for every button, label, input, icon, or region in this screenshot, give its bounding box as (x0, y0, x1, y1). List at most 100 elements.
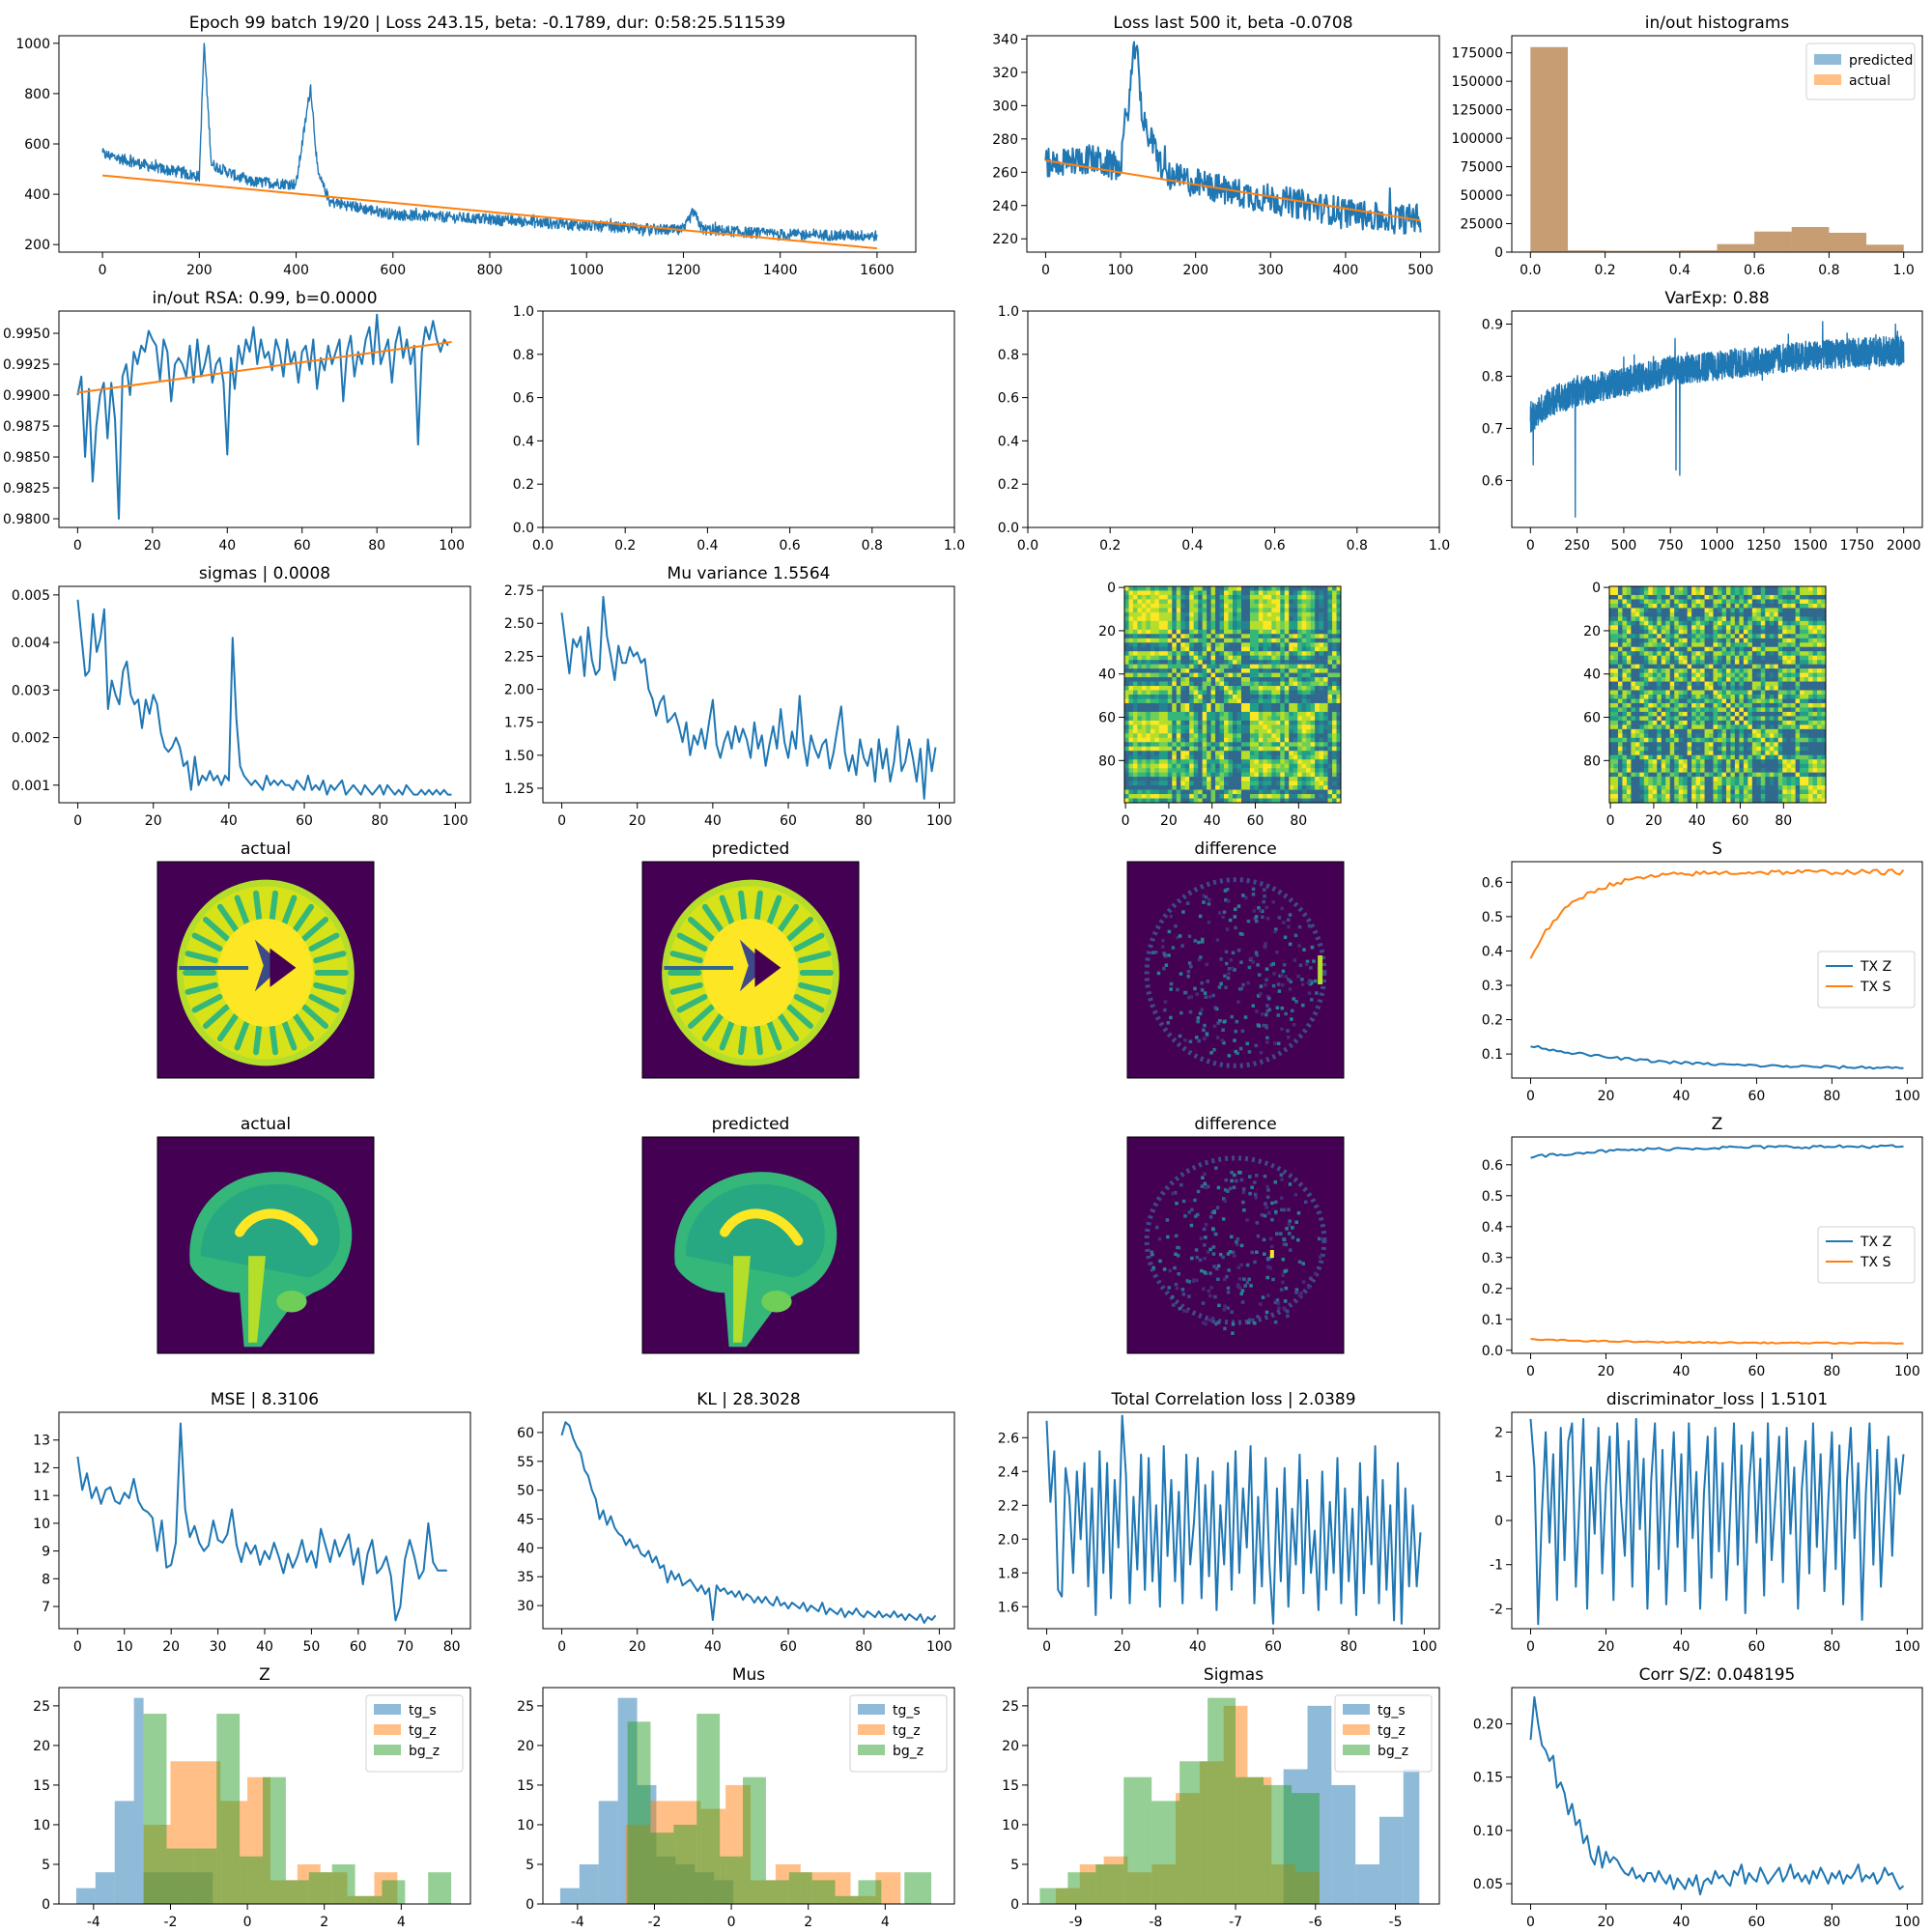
heatmap-cell (1760, 707, 1766, 713)
heatmap-cell (1769, 672, 1775, 678)
heatmap-cell (1765, 711, 1771, 717)
heatmap-cell (1617, 642, 1623, 648)
heatmap-cell (1202, 620, 1208, 626)
heatmap-cell (1634, 751, 1640, 756)
heatmap-cell (1643, 642, 1649, 648)
heatmap-cell (1266, 616, 1272, 622)
heatmap-cell (1198, 590, 1203, 596)
heatmap-cell (1804, 651, 1809, 656)
heatmap-cell (1146, 634, 1151, 639)
heatmap-cell (1167, 742, 1173, 748)
heatmap-cell (1648, 742, 1654, 748)
heatmap-cell (1124, 634, 1129, 639)
heatmap-cell (1137, 616, 1143, 622)
heatmap-cell (1280, 711, 1286, 717)
heatmap-cell (1228, 742, 1234, 748)
heatmap-cell (1669, 594, 1675, 600)
heatmap-cell (1617, 634, 1623, 639)
heatmap-cell (1639, 677, 1645, 682)
heatmap-cell (1128, 733, 1134, 739)
heatmap-cell (1687, 728, 1692, 734)
heatmap-cell (1193, 634, 1199, 639)
heatmap-cell (1765, 611, 1771, 617)
heatmap-cell (1709, 629, 1714, 635)
heatmap-cell (1817, 651, 1822, 656)
heatmap-cell (1665, 603, 1671, 609)
heatmap-cell (1704, 737, 1710, 743)
heatmap-cell (1167, 763, 1173, 769)
heatmap-cell (1310, 590, 1316, 596)
heatmap-cell (1158, 733, 1164, 739)
heatmap-cell (1327, 599, 1333, 605)
heatmap-cell (1245, 599, 1251, 605)
heatmap-cell (1154, 716, 1160, 722)
heatmap-cell (1765, 742, 1771, 748)
x-tick-label: 1000 (1700, 538, 1735, 554)
heatmap-cell (1289, 681, 1294, 687)
heatmap-cell (1245, 634, 1251, 639)
heatmap-cell (1613, 751, 1619, 756)
heatmap-cell (1678, 754, 1684, 760)
heatmap-cell (1245, 754, 1251, 760)
x-tick-label: 1.0 (944, 538, 965, 554)
heatmap-cell (1258, 768, 1264, 773)
heatmap-cell (1622, 772, 1628, 778)
heatmap-cell (1219, 620, 1225, 626)
heatmap-cell (1193, 777, 1199, 781)
heatmap-cell (1293, 590, 1298, 596)
heatmap-cell (1319, 728, 1324, 734)
x-tick-label: 20 (629, 813, 646, 829)
heatmap-cell (1622, 728, 1628, 734)
heatmap-cell (1163, 695, 1169, 699)
heatmap-cell (1275, 586, 1281, 591)
heatmap-cell (1691, 620, 1696, 626)
y-tick-label: 300 (992, 99, 1018, 114)
heatmap-cell (1293, 668, 1298, 673)
heatmap-cell (1691, 707, 1696, 713)
heatmap-cell (1310, 611, 1316, 617)
heatmap-cell (1791, 702, 1796, 708)
heatmap-cell (1613, 616, 1619, 622)
y-tick-label: 1.75 (504, 716, 534, 731)
heatmap-cell (1258, 616, 1264, 622)
heatmap-cell (1297, 625, 1302, 631)
histogram-bar-actual (1530, 46, 1568, 252)
heatmap-cell (1695, 655, 1701, 661)
heatmap-cell (1634, 672, 1640, 678)
heatmap-cell (1266, 763, 1272, 769)
heatmap-cell (1146, 629, 1151, 635)
heatmap-cell (1266, 746, 1272, 752)
heatmap-cell (1141, 655, 1147, 661)
heatmap-cell (1158, 751, 1164, 756)
heatmap-cell (1319, 660, 1324, 665)
heatmap-cell (1648, 698, 1654, 704)
heatmap-cell (1180, 616, 1186, 622)
heatmap-cell (1184, 746, 1190, 752)
heatmap-cell (1769, 742, 1775, 748)
heatmap-cell (1718, 698, 1722, 704)
heatmap-cell (1128, 651, 1134, 656)
heatmap-cell (1786, 707, 1792, 713)
heatmap-cell (1609, 711, 1614, 717)
heatmap-cell (1800, 724, 1804, 730)
heatmap-cell (1669, 625, 1675, 631)
heatmap-cell (1782, 690, 1787, 696)
heatmap-cell (1634, 608, 1640, 613)
heatmap-cell (1700, 655, 1705, 661)
heatmap-cell (1266, 716, 1272, 722)
heatmap-cell (1236, 711, 1242, 717)
heatmap-cell (1207, 720, 1211, 725)
heatmap-cell (1233, 751, 1237, 756)
heatmap-cell (1275, 590, 1281, 596)
heatmap-cell (1254, 590, 1260, 596)
heatmap-cell (1301, 785, 1307, 790)
heatmap-cell (1310, 754, 1316, 760)
heatmap-cell (1808, 716, 1813, 722)
heatmap-cell (1141, 728, 1147, 734)
heatmap-cell (1743, 759, 1748, 764)
heatmap-cell (1249, 616, 1255, 622)
heatmap-cell (1786, 603, 1792, 609)
heatmap-cell (1167, 655, 1173, 661)
heatmap-cell (1661, 768, 1666, 773)
heatmap-cell (1643, 686, 1649, 691)
